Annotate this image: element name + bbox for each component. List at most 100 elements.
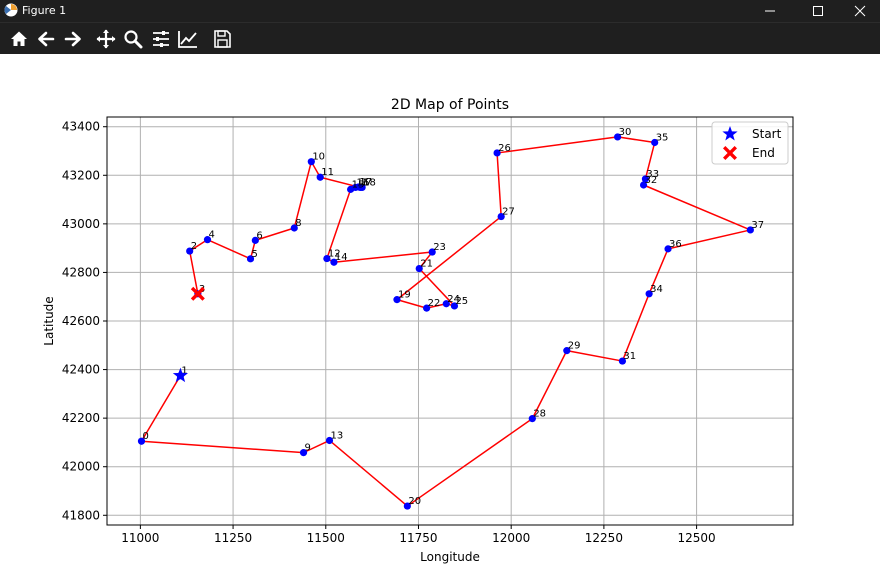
- point-label: 7: [361, 177, 367, 188]
- maximize-button[interactable]: [796, 0, 840, 22]
- axis-ticks: 11000 11250 11500 11750 12000 12250 1250041800…: [62, 120, 716, 545]
- zoom-button[interactable]: [121, 27, 145, 51]
- navigation-toolbar: [0, 22, 880, 55]
- point-marker: [203, 236, 212, 244]
- point-marker: [307, 158, 315, 166]
- point-marker: [251, 236, 259, 244]
- point-marker: [651, 138, 659, 147]
- point-marker: [393, 296, 401, 304]
- point-marker: [639, 181, 648, 189]
- point-label: 5: [252, 249, 258, 260]
- point-label: 10: [312, 152, 325, 163]
- x-tick-label: 12500: [677, 531, 715, 545]
- point-label: 37: [751, 220, 764, 231]
- point-marker: [358, 183, 366, 192]
- forward-arrow-icon: [64, 31, 81, 47]
- point-marker: [330, 258, 338, 266]
- save-button[interactable]: [210, 27, 234, 51]
- point-label: 16: [356, 177, 369, 188]
- home-icon: [11, 31, 27, 46]
- window-title: Figure 1: [22, 4, 67, 17]
- point-marker: [664, 245, 672, 253]
- end-marker: [190, 286, 205, 301]
- subplots-config-icon: [153, 31, 169, 47]
- point-marker: [316, 173, 324, 181]
- save-icon: [214, 30, 231, 48]
- maximize-icon: [813, 6, 823, 16]
- point-label: 18: [363, 177, 376, 188]
- legend-end-marker: [723, 146, 737, 160]
- point-label: 32: [645, 175, 658, 186]
- point-label: 30: [619, 127, 632, 138]
- point-label: 33: [646, 169, 659, 180]
- point-label: 17: [359, 177, 372, 188]
- point-marker: [563, 347, 571, 355]
- axes-edit-icon: [178, 31, 197, 48]
- y-tick-label: 43200: [62, 168, 100, 182]
- pan-icon: [96, 29, 116, 49]
- home-button[interactable]: [7, 27, 31, 51]
- close-icon: [854, 5, 866, 17]
- point-marker: [493, 149, 501, 157]
- point-label: 13: [330, 430, 343, 441]
- point-label: 24: [447, 294, 460, 305]
- point-label: 27: [502, 207, 515, 218]
- point-marker: [614, 133, 622, 141]
- point-marker: [428, 248, 436, 256]
- point-marker: [497, 212, 505, 221]
- point-marker: [186, 247, 194, 255]
- forward-button[interactable]: [61, 27, 85, 51]
- point-marker: [403, 502, 411, 510]
- x-tick-label: 12250: [585, 531, 623, 545]
- back-arrow-icon: [38, 31, 55, 47]
- point-label: 23: [433, 242, 446, 253]
- minimize-button[interactable]: [748, 0, 792, 22]
- chart-title: 2D Map of Points: [391, 97, 509, 113]
- y-tick-label: 42600: [62, 314, 100, 328]
- zoom-icon: [124, 30, 143, 49]
- x-tick-label: 11500: [307, 531, 345, 545]
- start-marker: [172, 367, 189, 383]
- x-tick-label: 11750: [399, 531, 437, 545]
- point-label: 21: [420, 259, 433, 270]
- y-tick-label: 43000: [62, 217, 100, 231]
- point-label: 8: [295, 218, 301, 229]
- y-tick-label: 43400: [62, 120, 100, 134]
- app-icon: [4, 3, 18, 17]
- x-tick-label: 11250: [214, 531, 252, 545]
- close-button[interactable]: [838, 0, 880, 22]
- route-chart[interactable]: 0123456789101112131415161718192021222324…: [0, 54, 880, 579]
- point-label: 25: [455, 296, 468, 307]
- y-tick-label: 42800: [62, 265, 100, 279]
- point-marker: [423, 304, 431, 312]
- point-label: 35: [656, 133, 669, 144]
- pan-button[interactable]: [94, 27, 118, 51]
- point-marker: [450, 302, 459, 310]
- point-marker: [641, 175, 650, 183]
- point-label: 28: [533, 409, 546, 420]
- point-marker: [528, 415, 536, 423]
- point-label: 14: [335, 252, 348, 263]
- point-marker: [246, 255, 255, 263]
- point-label: 22: [428, 298, 441, 309]
- x-tick-label: 11000: [121, 531, 159, 545]
- point-label: 34: [650, 284, 663, 295]
- point-label: 20: [408, 496, 421, 507]
- minimize-icon: [765, 10, 775, 12]
- point-marker: [299, 449, 308, 457]
- point-label: 1: [181, 366, 187, 377]
- point-label: 15: [352, 179, 365, 190]
- x-axis-label: Longitude: [420, 550, 480, 564]
- point-marker: [323, 254, 331, 263]
- back-button[interactable]: [34, 27, 58, 51]
- configure-subplots-button[interactable]: [149, 27, 173, 51]
- point-labels: 0123456789101112131415161718192021222324…: [142, 127, 764, 507]
- window-title-bar: Figure 1: [0, 0, 880, 22]
- y-tick-label: 42000: [62, 460, 100, 474]
- legend: Start End: [711, 121, 789, 165]
- y-tick-label: 42200: [62, 411, 100, 425]
- point-marker: [290, 224, 298, 232]
- point-label: 36: [669, 239, 682, 250]
- edit-axes-button[interactable]: [176, 27, 200, 51]
- y-tick-label: 41800: [62, 508, 100, 522]
